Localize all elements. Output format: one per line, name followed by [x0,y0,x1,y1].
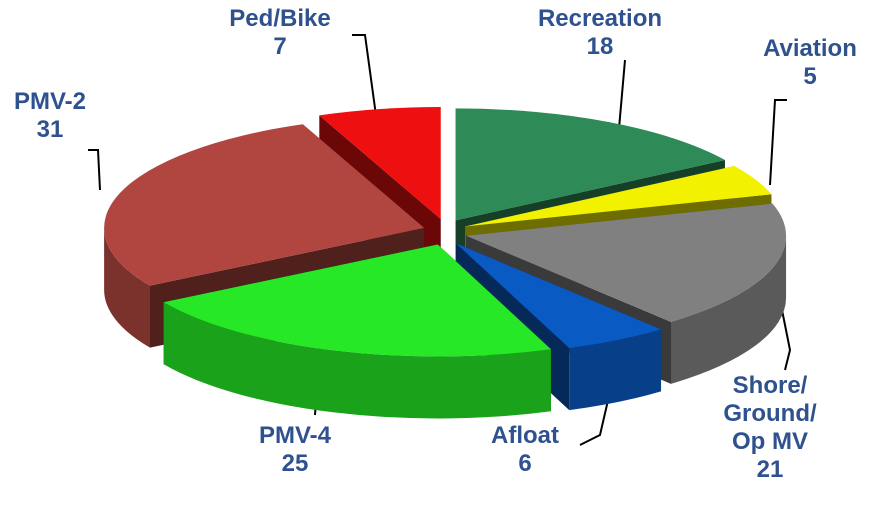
value-label: 18 [586,33,614,60]
slice-label: Shore/ Ground/ Op MV 21 [705,372,835,484]
slice-label: Recreation 18 [520,5,680,61]
slice-label: PMV-4 25 [235,422,355,478]
category-label: PMV-2 [13,88,87,115]
category-label: Afloat [491,422,559,449]
leader-line [88,149,101,191]
category-label: Aviation [763,35,857,62]
category-label: Ped/Bike [229,5,331,32]
category-label: PMV-4 [258,422,332,449]
slice-top [466,203,787,322]
value-label: 21 [756,456,784,483]
slice-label: Ped/Bike 7 [210,5,350,61]
slice-label: Aviation 5 [750,35,870,91]
slice-top [464,166,772,227]
slice-label: Afloat 6 [475,422,575,478]
value-label: 5 [803,63,817,90]
slice-top [319,107,441,220]
slice-top [163,244,551,357]
leader-line [779,299,792,371]
slice-side [163,302,551,419]
slice-side [104,227,150,348]
pie-slice [163,244,551,419]
category-label: Recreation [537,5,663,32]
slice-label: PMV-2 31 [0,88,105,144]
slice-top [455,108,725,221]
value-label: 25 [281,450,309,477]
slice-side [671,235,787,384]
category-label: Shore/ Ground/ Op MV [723,372,817,455]
leader-line [769,99,787,186]
slice-top [104,124,425,286]
value-label: 6 [518,450,532,477]
slice-side [569,329,662,411]
value-label: 7 [273,33,287,60]
value-label: 31 [36,116,64,143]
leader-line [352,34,379,131]
slice-top [456,243,662,349]
